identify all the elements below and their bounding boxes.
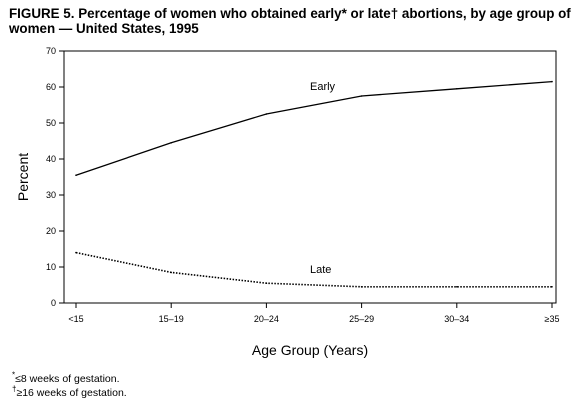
data-point-late xyxy=(170,271,172,274)
x-tick-label: <15 xyxy=(68,314,83,324)
y-tick-label: 20 xyxy=(46,226,56,236)
plot-frame xyxy=(63,50,557,304)
series-line-early xyxy=(75,80,553,176)
data-point-early xyxy=(75,174,77,176)
data-point-early xyxy=(456,88,458,90)
figure-title: FIGURE 5. Percentage of women who obtain… xyxy=(9,6,571,36)
x-axis-title: Age Group (Years) xyxy=(252,342,368,358)
data-point-late xyxy=(456,286,458,288)
y-tick-label: 70 xyxy=(46,46,56,56)
data-point-late xyxy=(265,282,268,285)
series-label-late: Late xyxy=(310,264,331,276)
series-line-late xyxy=(75,251,552,288)
y-tick-label: 30 xyxy=(46,190,56,200)
footnote-late: †≥16 weeks of gestation. xyxy=(12,384,127,399)
data-point-late xyxy=(551,286,553,288)
data-point-early xyxy=(360,95,363,97)
y-tick-label: 60 xyxy=(46,82,56,92)
data-point-early xyxy=(170,142,172,144)
y-tick-label: 50 xyxy=(46,118,56,128)
x-axis-ticks: <15 15–19 20–24 25–29 30–34 ≥35 xyxy=(68,303,559,324)
data-point-late xyxy=(360,286,363,288)
data-point-early xyxy=(265,113,268,115)
y-axis-ticks: 0 10 20 30 40 50 60 70 xyxy=(46,46,64,308)
series-label-early: Early xyxy=(310,81,336,93)
x-tick-label: 30–34 xyxy=(444,314,469,324)
footnote-early: *≤8 weeks of gestation. xyxy=(12,370,120,385)
y-tick-label: 10 xyxy=(46,262,56,272)
footnotes: *≤8 weeks of gestation. †≥16 weeks of ge… xyxy=(12,370,127,400)
data-point-late xyxy=(75,251,77,254)
y-axis-title: Percent xyxy=(15,153,31,201)
x-tick-label: 15–19 xyxy=(159,314,184,324)
chart-axes xyxy=(63,50,557,304)
chart-series: Early Late xyxy=(75,80,553,288)
x-tick-label: ≥35 xyxy=(545,314,560,324)
data-point-early xyxy=(551,80,553,83)
x-tick-label: 20–24 xyxy=(254,314,279,324)
y-tick-label: 0 xyxy=(51,298,56,308)
x-tick-label: 25–29 xyxy=(349,314,374,324)
y-tick-label: 40 xyxy=(46,154,56,164)
